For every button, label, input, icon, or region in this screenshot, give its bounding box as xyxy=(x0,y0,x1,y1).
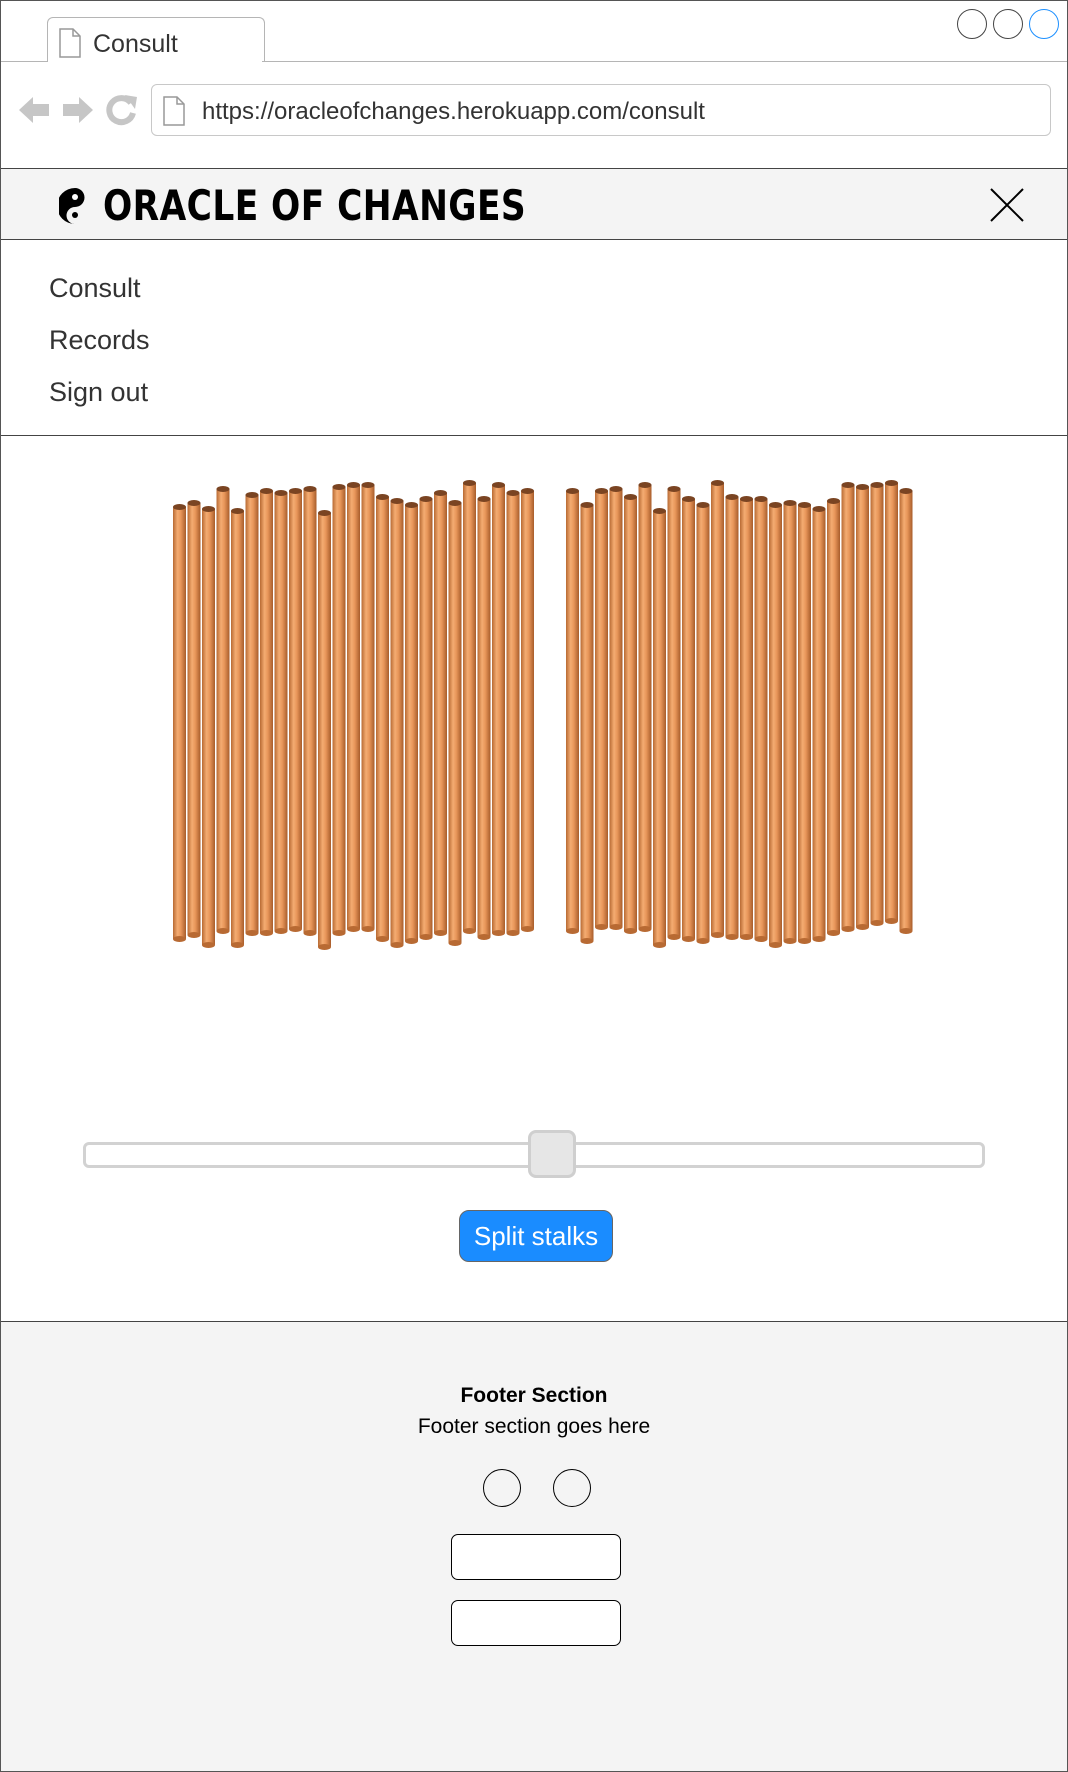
stalk xyxy=(769,502,782,948)
stalk xyxy=(463,480,476,934)
stalk xyxy=(361,482,375,932)
stalk xyxy=(332,484,346,936)
stalk xyxy=(318,510,331,950)
stalk xyxy=(187,500,201,938)
reload-icon[interactable] xyxy=(105,93,139,127)
left-stalk-pile xyxy=(173,480,534,950)
stalk xyxy=(812,506,826,942)
split-stalks-button[interactable]: Split stalks xyxy=(459,1210,613,1262)
close-icon[interactable] xyxy=(989,187,1025,223)
tab-title: Consult xyxy=(93,30,178,58)
footer-circle-button-2[interactable] xyxy=(553,1469,591,1507)
tab-divider xyxy=(1,61,1067,62)
stalk xyxy=(347,482,360,932)
minimize-window-button[interactable] xyxy=(957,9,987,39)
maximize-window-button[interactable] xyxy=(993,9,1023,39)
stalks-area xyxy=(1,437,1067,1067)
footer-title: Footer Section xyxy=(460,1384,608,1407)
stalk xyxy=(638,482,652,932)
stalk xyxy=(653,508,666,948)
stalk xyxy=(667,486,681,940)
split-slider[interactable] xyxy=(83,1130,985,1178)
footer-box-button-1[interactable] xyxy=(451,1534,621,1580)
stalk xyxy=(231,508,244,948)
stalk xyxy=(173,504,186,942)
footer-subtitle: Footer section goes here xyxy=(417,1415,651,1438)
document-icon xyxy=(163,96,185,126)
stalk xyxy=(376,494,389,942)
brand-title: ORACLE OF CHANGES xyxy=(103,181,527,230)
back-icon[interactable] xyxy=(17,93,51,127)
stalk xyxy=(899,488,913,934)
stalk xyxy=(682,496,695,942)
address-bar[interactable]: https://oracleofchanges.herokuapp.com/co… xyxy=(151,84,1051,136)
stalk xyxy=(870,482,884,926)
stalk xyxy=(624,494,637,934)
document-icon xyxy=(59,28,81,58)
stalk xyxy=(798,502,811,944)
stalk xyxy=(885,480,898,924)
stalk xyxy=(580,502,594,944)
app-header: ORACLE OF CHANGES xyxy=(1,168,1067,240)
stalk xyxy=(289,488,302,932)
stalk xyxy=(216,486,230,934)
stalk xyxy=(390,498,404,948)
stalk xyxy=(477,496,491,940)
stalk xyxy=(245,492,259,936)
url-text: https://oracleofchanges.herokuapp.com/co… xyxy=(202,98,705,125)
right-stalk-pile xyxy=(566,480,913,948)
browser-chrome: Consult https://orac xyxy=(1,1,1067,168)
forward-icon[interactable] xyxy=(61,93,95,127)
nav-menu: Consult Records Sign out xyxy=(1,240,1067,436)
stalk xyxy=(754,496,768,942)
stalk xyxy=(595,488,608,930)
stalk xyxy=(274,490,288,934)
stalk xyxy=(260,488,273,936)
stalk xyxy=(841,482,855,932)
yin-yang-icon xyxy=(59,188,85,224)
stalk xyxy=(303,486,317,936)
stalk xyxy=(506,490,520,936)
stalk xyxy=(696,502,710,944)
close-window-button[interactable] xyxy=(1029,9,1059,39)
menu-item-sign-out[interactable]: Sign out xyxy=(49,377,149,407)
stalk xyxy=(827,498,840,936)
stalk xyxy=(492,482,505,936)
stalk xyxy=(783,500,797,944)
menu-item-consult[interactable]: Consult xyxy=(49,273,141,303)
stalk xyxy=(202,506,215,948)
stalk xyxy=(609,486,623,930)
footer: Footer Section Footer section goes here xyxy=(1,1321,1067,1771)
footer-circle-button-1[interactable] xyxy=(483,1469,521,1507)
stalk xyxy=(740,496,753,940)
stalk xyxy=(711,480,724,938)
stalk xyxy=(419,496,433,940)
stalk xyxy=(434,490,447,936)
footer-box-button-2[interactable] xyxy=(451,1600,621,1646)
stalk xyxy=(566,488,579,934)
stalk xyxy=(448,500,462,946)
menu-item-records[interactable]: Records xyxy=(49,325,150,355)
browser-nav xyxy=(17,93,139,127)
browser-tab[interactable]: Consult xyxy=(47,17,265,62)
stalk xyxy=(725,494,739,940)
slider-thumb[interactable] xyxy=(528,1130,577,1178)
stalks-canvas xyxy=(173,480,913,950)
stalk xyxy=(521,488,534,932)
stalk xyxy=(405,502,418,944)
window-controls xyxy=(957,9,1059,39)
stalk xyxy=(856,484,869,930)
